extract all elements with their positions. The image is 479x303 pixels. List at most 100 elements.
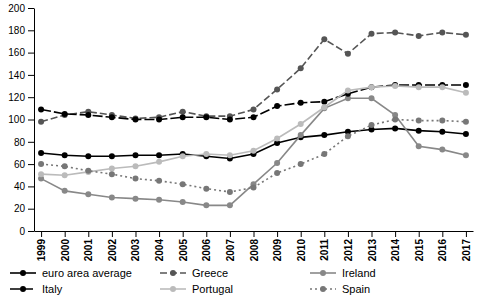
- x-tick-mark: [183, 231, 184, 237]
- x-tick-label: 2005: [178, 239, 189, 262]
- x-tick: 2010: [296, 231, 307, 261]
- series-line: [41, 85, 466, 120]
- series-marker: [109, 171, 115, 177]
- x-tick: 2011: [319, 231, 330, 261]
- series-marker: [38, 161, 44, 167]
- y-tick-label: 140: [8, 70, 25, 81]
- legend-item: Italy: [10, 283, 63, 295]
- x-tick-mark: [301, 231, 302, 237]
- series-marker: [439, 129, 445, 135]
- series-marker: [227, 202, 233, 208]
- y-tick-mark: [28, 75, 34, 76]
- series: [38, 82, 469, 123]
- x-tick: 2004: [154, 231, 165, 261]
- y-tick: 160: [8, 47, 34, 58]
- series-marker: [85, 112, 91, 118]
- series-marker: [345, 133, 351, 139]
- y-tick: 140: [8, 70, 34, 81]
- series-marker: [298, 65, 304, 71]
- legend-label: Ireland: [342, 267, 376, 279]
- series-marker: [463, 82, 469, 88]
- series-marker: [38, 119, 44, 125]
- x-tick: 1999: [36, 231, 47, 261]
- series-marker: [416, 33, 422, 39]
- series-marker: [345, 88, 351, 94]
- series-marker: [109, 166, 115, 172]
- series-marker: [463, 90, 469, 96]
- x-tick: 2017: [461, 231, 472, 261]
- series-marker: [132, 117, 138, 123]
- series: [38, 117, 469, 195]
- series-marker: [38, 171, 44, 177]
- plot: 0204060801001201401601802001999200020012…: [8, 3, 473, 262]
- y-tick: 20: [14, 203, 34, 214]
- x-tick: 2009: [272, 231, 283, 261]
- x-tick-label: 2013: [367, 239, 378, 262]
- series-marker: [109, 114, 115, 120]
- series-marker: [369, 95, 375, 101]
- series-marker: [274, 160, 280, 166]
- x-tick-mark: [442, 231, 443, 237]
- series-marker: [85, 191, 91, 197]
- x-tick-label: 2004: [154, 239, 165, 262]
- legend-marker: [320, 270, 326, 276]
- series-marker: [321, 104, 327, 110]
- x-tick-label: 2009: [272, 239, 283, 262]
- chart: 0204060801001201401601802001999200020012…: [0, 0, 479, 303]
- y-tick: 40: [14, 181, 34, 192]
- x-tick: 2005: [178, 231, 189, 261]
- y-tick-mark: [28, 142, 34, 143]
- legend-label: euro area average: [42, 267, 132, 279]
- y-tick-mark: [28, 8, 34, 9]
- legend-item: euro area average: [10, 267, 132, 279]
- x-tick-mark: [254, 231, 255, 237]
- series-marker: [38, 150, 44, 156]
- series-marker: [227, 117, 233, 123]
- y-tick-mark: [28, 209, 34, 210]
- y-tick-mark: [28, 231, 34, 232]
- series-marker: [274, 103, 280, 109]
- y-tick-label: 120: [8, 92, 25, 103]
- series-marker: [203, 151, 209, 157]
- series-marker: [369, 84, 375, 90]
- series-marker: [274, 135, 280, 141]
- x-tick-mark: [348, 231, 349, 237]
- x-tick-label: 2015: [414, 239, 425, 262]
- series-marker: [463, 32, 469, 38]
- x-tick-label: 2003: [130, 239, 141, 262]
- legend-marker: [20, 286, 26, 292]
- series-marker: [109, 195, 115, 201]
- y-tick: 100: [8, 114, 34, 125]
- series: [38, 95, 469, 208]
- series-marker: [369, 122, 375, 128]
- x-tick-label: 2012: [343, 239, 354, 262]
- series-marker: [85, 168, 91, 174]
- series-marker: [38, 106, 44, 112]
- series-marker: [463, 119, 469, 125]
- x-tick-mark: [372, 231, 373, 237]
- legend-item: Ireland: [310, 267, 376, 279]
- series-marker: [369, 31, 375, 37]
- x-tick: 2015: [414, 231, 425, 261]
- series-marker: [62, 163, 68, 169]
- legend-item: Portugal: [160, 283, 233, 295]
- series-marker: [62, 152, 68, 158]
- x-tick-mark: [112, 231, 113, 237]
- series-marker: [463, 152, 469, 158]
- y-tick-label: 0: [19, 226, 25, 237]
- series-marker: [132, 152, 138, 158]
- series-marker: [251, 185, 257, 191]
- series-marker: [227, 152, 233, 158]
- x-tick: 2012: [343, 231, 354, 261]
- series-marker: [251, 106, 257, 112]
- series: [38, 125, 469, 161]
- legend-item: Greece: [160, 267, 228, 279]
- series-marker: [416, 118, 422, 124]
- x-tick: 2000: [60, 231, 71, 261]
- x-tick-label: 2014: [390, 239, 401, 262]
- x-tick: 2013: [367, 231, 378, 261]
- legend-label: Italy: [42, 283, 63, 295]
- series-marker: [180, 181, 186, 187]
- series-line: [41, 86, 466, 175]
- series-line: [41, 128, 466, 158]
